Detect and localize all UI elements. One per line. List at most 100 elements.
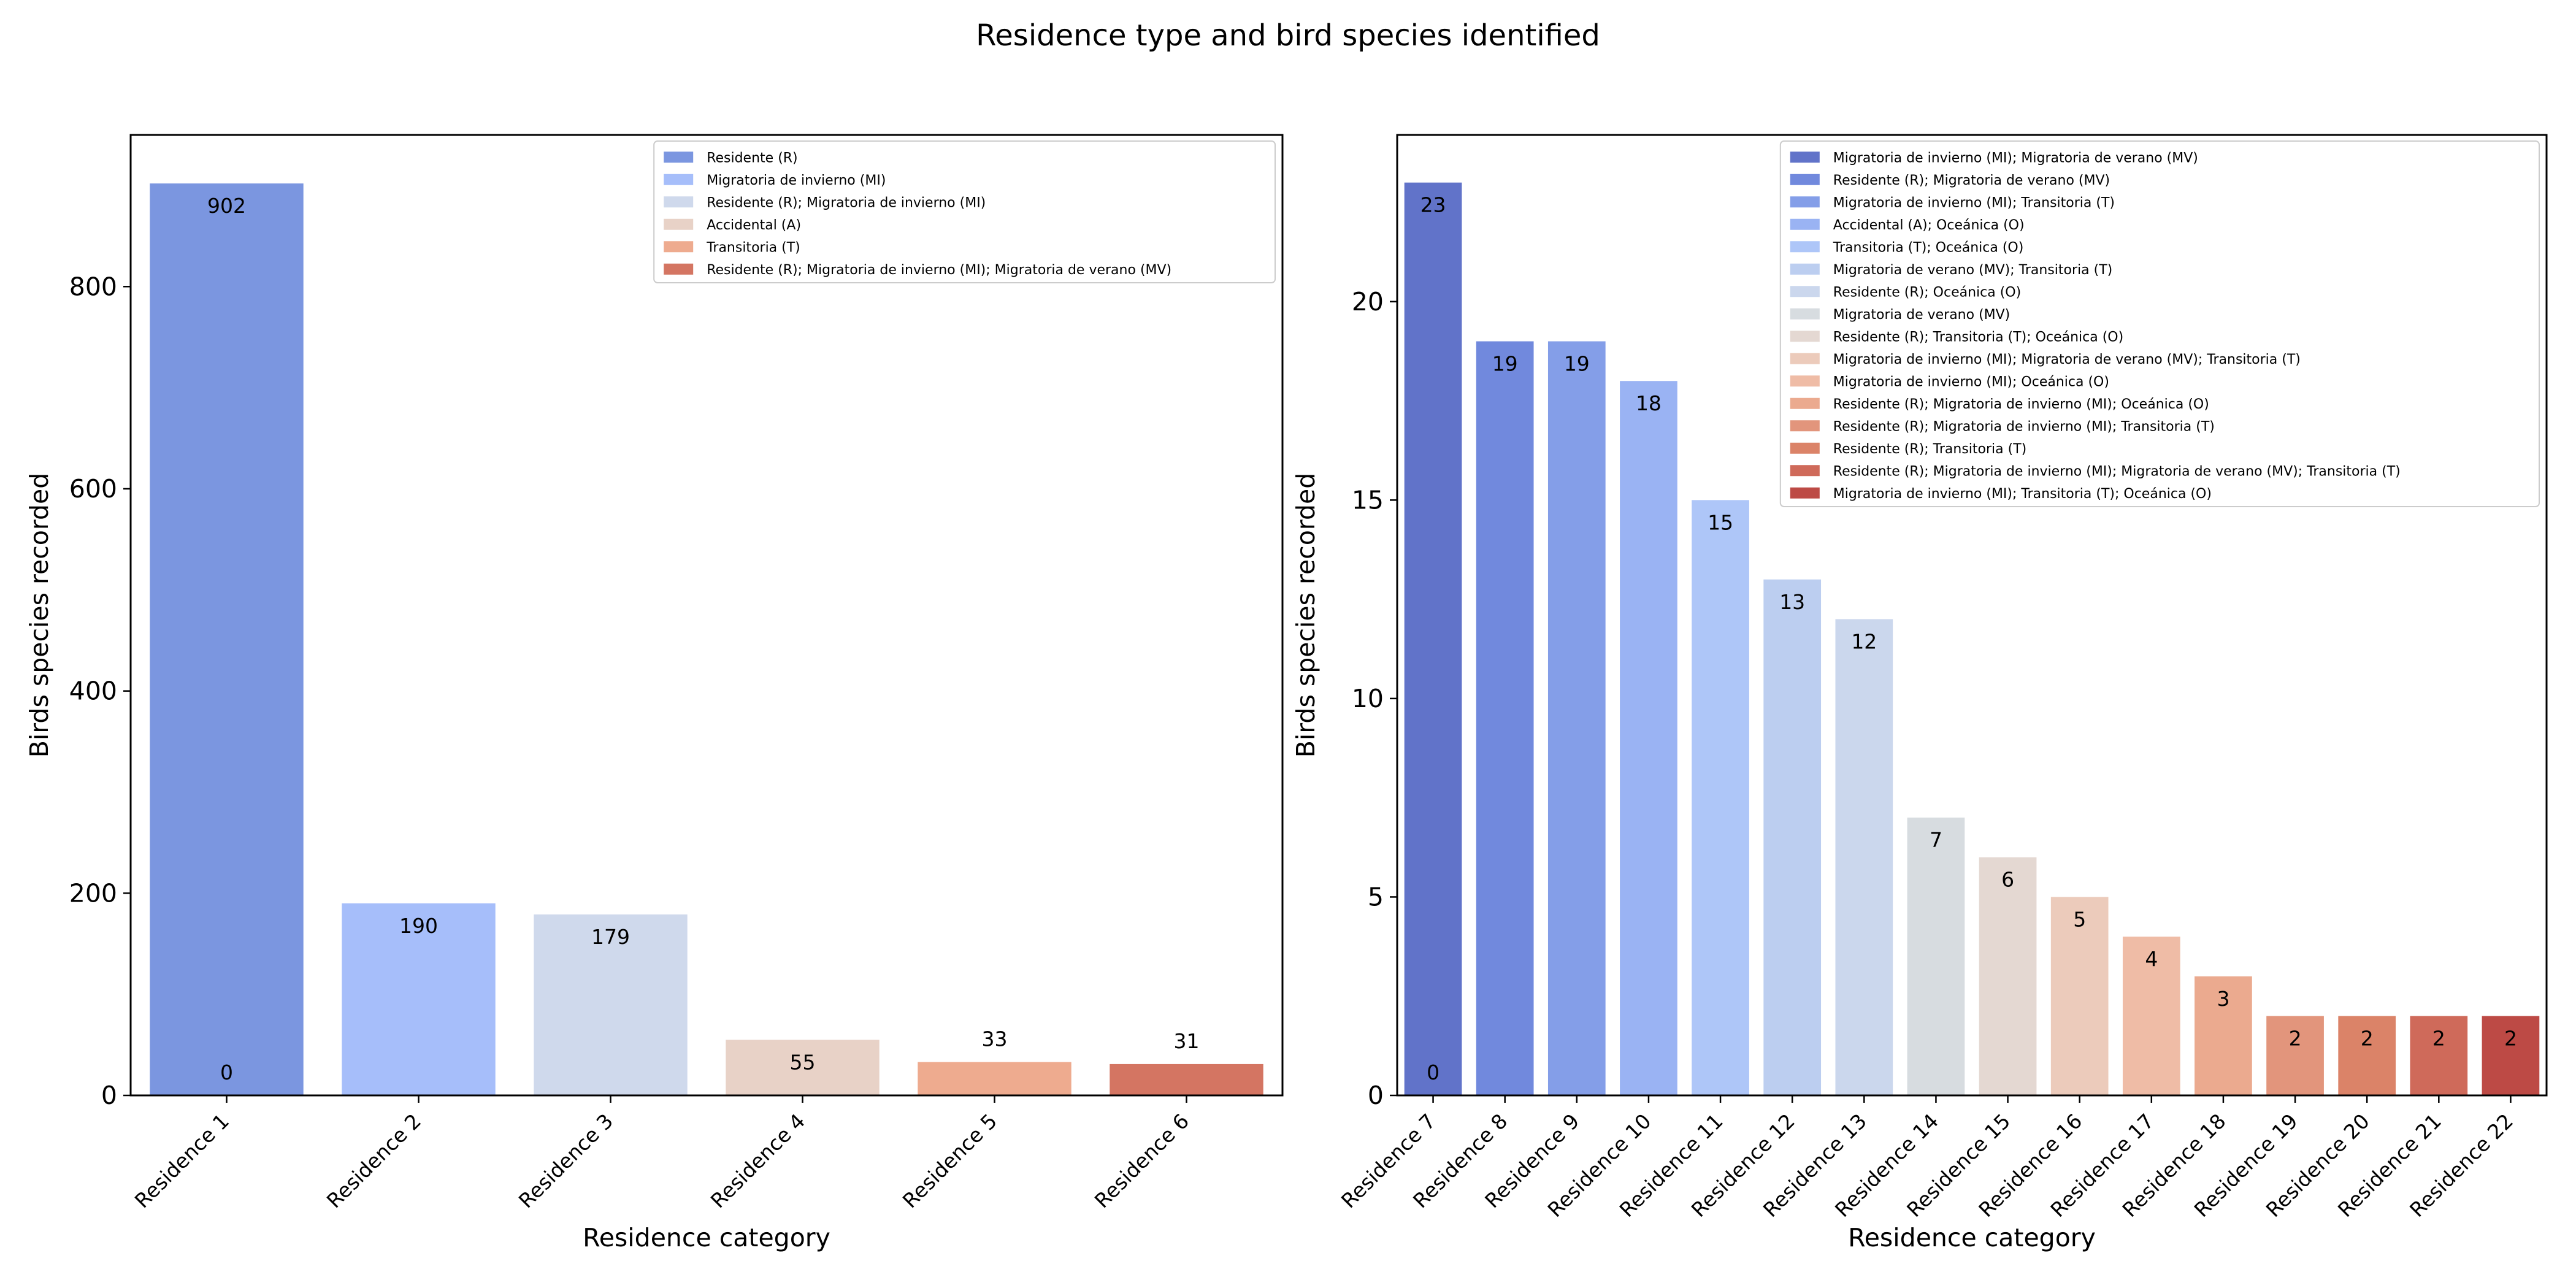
legend-label: Migratoria de invierno (MI); Transitoria…: [1833, 486, 2212, 502]
legend-label: Migratoria de invierno (MI); Migratoria …: [1833, 352, 2301, 367]
bar-value-label: 2: [2361, 1027, 2374, 1051]
bar-value-label: 3: [2217, 987, 2229, 1011]
y-tick-label: 10: [1352, 684, 1384, 713]
bar-value-label: 179: [591, 925, 630, 949]
bar-3: [534, 914, 688, 1095]
bar-value-label: 2: [2504, 1027, 2517, 1051]
bar-1: [1404, 182, 1462, 1096]
bar-4: [1620, 381, 1677, 1096]
bar-value-label: 5: [2073, 907, 2086, 931]
legend-label: Migratoria de verano (MV): [1833, 307, 2010, 323]
bar-7: [1835, 619, 1893, 1095]
legend-label: Migratoria de invierno (MI); Oceánica (O…: [1833, 374, 2109, 389]
bar-6: [1763, 579, 1822, 1095]
legend-box: [1779, 140, 2540, 507]
bar-5: [918, 1062, 1071, 1095]
legend-label: Migratoria de invierno (MI): [707, 173, 886, 188]
bar-value-label: 31: [1174, 1029, 1200, 1053]
legend-label: Residente (R); Transitoria (T); Oceánica…: [1833, 329, 2123, 345]
legend-swatch: [1790, 241, 1820, 253]
bar-value-label: 13: [1779, 590, 1805, 614]
legend-label: Migratoria de invierno (MI); Migratoria …: [1833, 150, 2198, 166]
bar-10: [2050, 897, 2109, 1095]
bar-5: [1692, 500, 1749, 1095]
bar-9: [1979, 857, 2037, 1095]
bar-value-label: 190: [399, 914, 438, 938]
legend-swatch: [1790, 397, 1820, 409]
y-tick-label: 0: [1368, 1081, 1384, 1110]
legend-label: Residente (R); Migratoria de invierno (M…: [1833, 419, 2215, 434]
y-tick-label: 0: [101, 1081, 117, 1110]
x-axis-label: Residence category: [1848, 1223, 2096, 1252]
bar-3: [1547, 341, 1606, 1095]
bar-value-label: 23: [1420, 193, 1446, 217]
legend-swatch: [664, 151, 694, 163]
bar-2: [1476, 341, 1534, 1095]
y-axis-label: Birds species recorded: [1291, 473, 1321, 757]
bar-value-label: 33: [982, 1027, 1008, 1051]
bar-value-label: 15: [1708, 510, 1733, 534]
y-tick-label: 20: [1352, 287, 1384, 316]
bar-4: [726, 1040, 880, 1095]
legend-label: Residente (R): [707, 150, 797, 166]
x-axis-label: Residence category: [583, 1223, 830, 1252]
legend-swatch: [1790, 308, 1820, 320]
legend-label: Accidental (A); Oceánica (O): [1833, 218, 2025, 233]
legend-swatch: [1790, 286, 1820, 297]
legend-label: Residente (R); Migratoria de invierno (M…: [707, 195, 986, 210]
legend-swatch: [1790, 174, 1820, 185]
y-tick-label: 5: [1368, 882, 1384, 911]
annotation-label: 0: [1427, 1060, 1439, 1084]
y-tick-label: 800: [69, 272, 117, 301]
bar-12: [2195, 976, 2252, 1095]
bar-value-label: 6: [2001, 868, 2014, 892]
legend-swatch: [1790, 218, 1820, 230]
y-tick-label: 200: [69, 878, 117, 908]
bar-value-label: 2: [2289, 1027, 2302, 1051]
legend-swatch: [1790, 151, 1820, 163]
legend-swatch: [664, 218, 694, 230]
bar-value-label: 902: [207, 194, 246, 218]
legend-box: [653, 140, 1276, 283]
legend-label: Residente (R); Transitoria (T): [1833, 442, 2026, 457]
bar-8: [1907, 818, 1965, 1095]
bar-value-label: 19: [1492, 351, 1518, 375]
y-axis-label: Birds species recorded: [25, 473, 54, 757]
axes-frame: [1396, 134, 2548, 1097]
y-tick-label: 400: [69, 677, 117, 706]
legend-swatch: [1790, 353, 1820, 364]
legend-label: Residente (R); Migratoria de invierno (M…: [707, 263, 1171, 278]
legend-swatch: [1790, 487, 1820, 499]
legend-swatch: [664, 174, 694, 185]
legend-swatch: [664, 263, 694, 275]
legend-swatch: [1790, 375, 1820, 387]
bar-6: [1110, 1064, 1263, 1095]
bar-value-label: 19: [1564, 351, 1590, 375]
bar-15: [2410, 1016, 2468, 1095]
legend-label: Migratoria de verano (MV); Transitoria (…: [1833, 263, 2112, 278]
legend-swatch: [1790, 331, 1820, 342]
bar-2: [342, 903, 496, 1095]
bar-value-label: 12: [1851, 629, 1877, 653]
legend-swatch: [1790, 465, 1820, 477]
legend-label: Transitoria (T); Oceánica (O): [1833, 240, 2024, 255]
bar-16: [2482, 1016, 2540, 1095]
legend-swatch: [1790, 420, 1820, 432]
legend-swatch: [664, 241, 694, 253]
legend-swatch: [1790, 263, 1820, 275]
bar-value-label: 18: [1636, 391, 1662, 415]
bar-11: [2122, 937, 2180, 1095]
legend-label: Accidental (A): [707, 218, 801, 233]
bar-value-label: 55: [790, 1050, 816, 1074]
bar-1: [150, 183, 304, 1095]
legend-label: Residente (R); Migratoria de verano (MV): [1833, 173, 2110, 188]
bar-value-label: 4: [2145, 947, 2158, 971]
figure-title: Residence type and bird species identifi…: [976, 18, 1600, 53]
legend-swatch: [1790, 442, 1820, 454]
legend-label: Residente (R); Migratoria de invierno (M…: [1833, 464, 2401, 479]
bar-14: [2338, 1016, 2396, 1095]
legend-label: Residente (R); Oceánica (O): [1833, 285, 2021, 300]
y-tick-label: 15: [1352, 485, 1384, 515]
axes-frame: [129, 134, 1284, 1097]
